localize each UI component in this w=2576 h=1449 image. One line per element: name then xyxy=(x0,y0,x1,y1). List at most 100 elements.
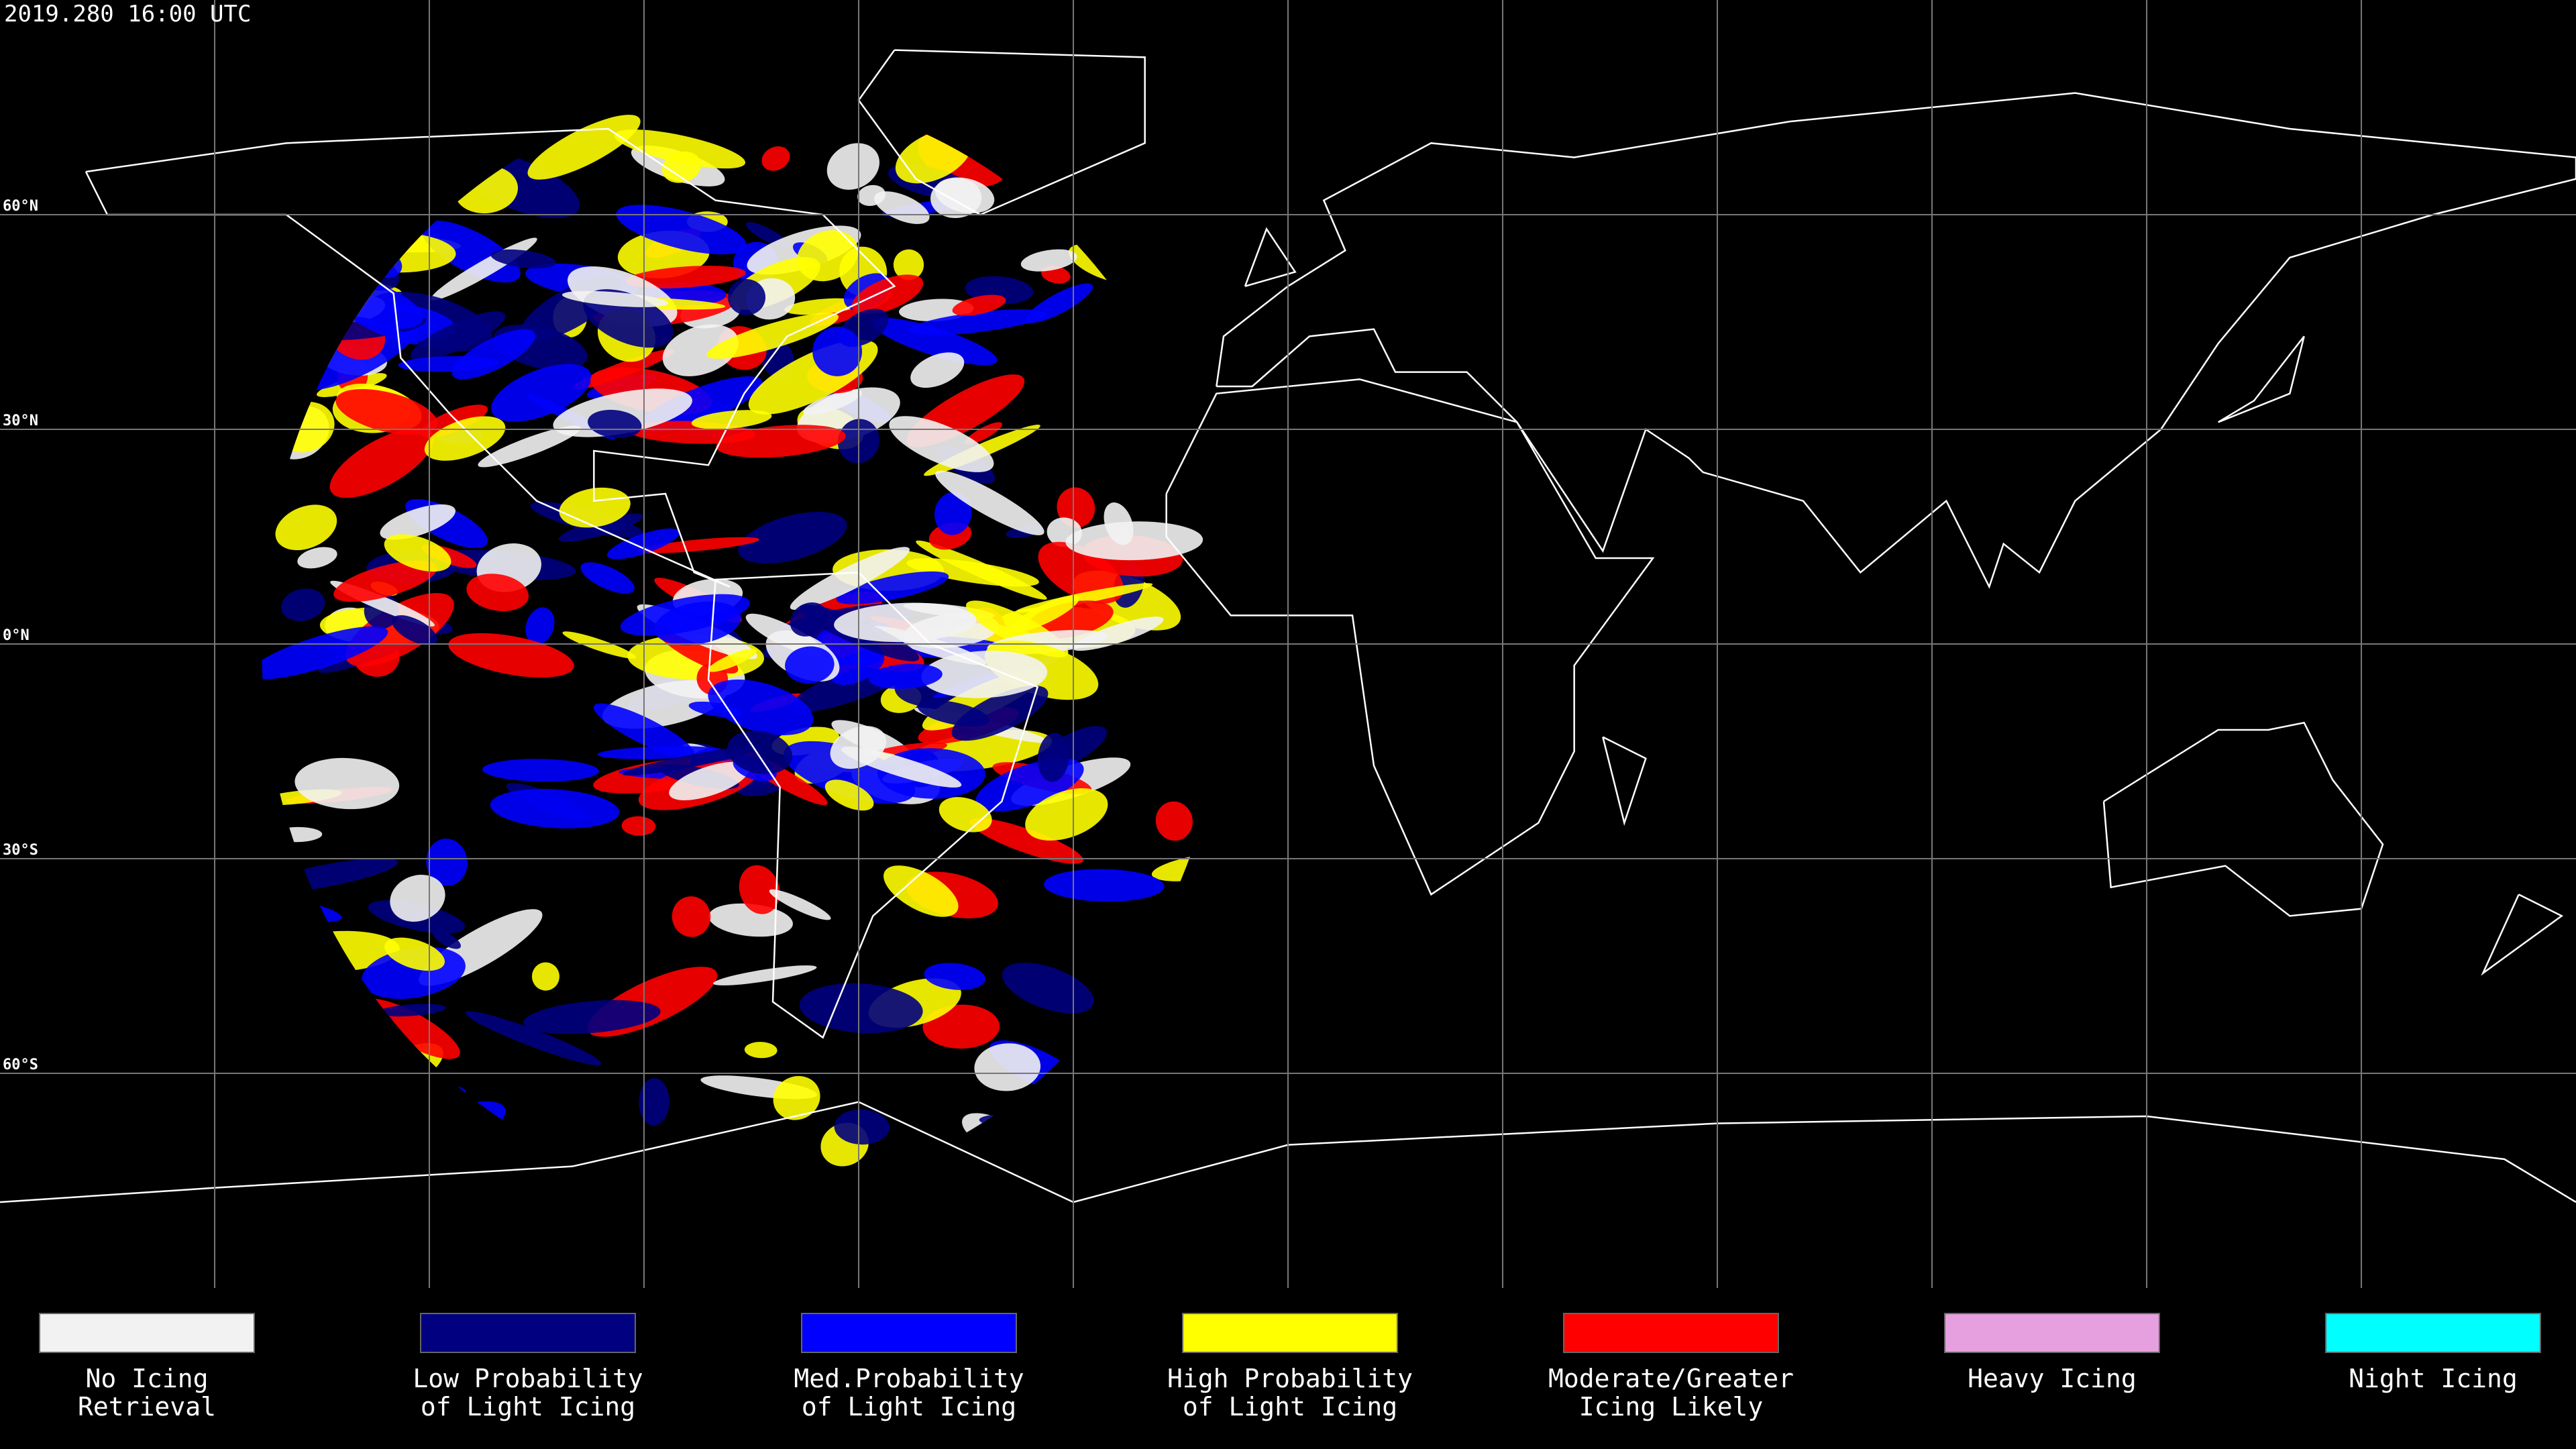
icing-patch xyxy=(708,649,757,672)
icing-patch xyxy=(426,839,468,886)
icing-patch xyxy=(614,129,746,169)
icing-patch xyxy=(744,1042,777,1059)
legend-label: of Light Icing xyxy=(802,1392,1016,1421)
icing-patch xyxy=(836,571,949,604)
icing-patch xyxy=(432,930,461,949)
icing-patch xyxy=(1155,801,1193,841)
icing-patch xyxy=(917,700,989,727)
icing-patch xyxy=(1038,541,1124,604)
icing-patch xyxy=(924,963,985,990)
icing-patch xyxy=(1065,521,1203,561)
icing-patch xyxy=(335,388,437,435)
icing-patch xyxy=(380,504,455,540)
icing-patch xyxy=(826,143,880,190)
coastline xyxy=(1165,378,1655,896)
icing-patch xyxy=(482,759,599,782)
icing-patch xyxy=(761,146,790,171)
icing-patch xyxy=(588,409,642,439)
icing-patch xyxy=(490,249,556,269)
icing-patch xyxy=(935,470,1044,535)
coastline xyxy=(2481,894,2564,976)
icing-patch xyxy=(669,761,749,800)
icing-patch xyxy=(466,574,529,612)
coastline xyxy=(1216,92,2576,589)
icing-patch xyxy=(662,324,739,376)
icing-patch xyxy=(874,191,930,224)
icing-patch xyxy=(769,889,831,920)
lat-label: 60°S xyxy=(3,1057,38,1073)
icing-patch xyxy=(275,504,337,551)
legend-label: Heavy Icing xyxy=(1968,1364,2137,1393)
icing-patch xyxy=(562,631,636,659)
coastline xyxy=(0,1101,2576,1203)
icing-patch xyxy=(688,701,742,718)
icing-patch xyxy=(281,588,325,621)
icing-patch xyxy=(908,309,1047,335)
lat-label: 60°N xyxy=(3,198,38,215)
legend-label: No Icing xyxy=(85,1364,208,1393)
icing-patch xyxy=(970,818,1083,864)
icing-patch xyxy=(620,594,750,636)
icing-patch xyxy=(785,646,835,684)
coastline xyxy=(707,572,1039,1039)
icing-patch xyxy=(558,513,643,542)
icing-patch xyxy=(857,184,886,206)
legend-label: Icing Likely xyxy=(1579,1392,1764,1421)
icing-patch xyxy=(333,560,437,602)
icing-patch xyxy=(639,1078,669,1126)
icing-patch xyxy=(661,151,702,183)
legend-swatch xyxy=(1563,1313,1779,1353)
icing-patch xyxy=(824,780,874,811)
icing-patch xyxy=(706,313,839,359)
legend-label: High Probability xyxy=(1167,1364,1413,1393)
icing-patch xyxy=(478,425,582,468)
legend-label: Med.Probability xyxy=(794,1364,1024,1393)
icing-patch xyxy=(354,317,419,345)
graticule xyxy=(0,0,2576,1288)
icing-patch xyxy=(889,416,994,472)
icing-patch xyxy=(965,422,1002,445)
icing-patch xyxy=(329,427,434,498)
icing-patch xyxy=(297,547,337,569)
icing-patch xyxy=(465,1011,602,1065)
coastline xyxy=(1602,736,1647,826)
icing-patch xyxy=(384,534,451,572)
coastline xyxy=(2218,335,2305,423)
icing-patch xyxy=(294,757,400,810)
lat-label: 30°N xyxy=(3,413,38,429)
icing-patch xyxy=(390,875,445,922)
icing-patch xyxy=(951,685,1049,741)
legend-label: of Light Icing xyxy=(421,1392,635,1421)
icing-patch xyxy=(773,1075,820,1120)
icing-patch xyxy=(727,279,766,315)
icing-patch xyxy=(797,230,859,282)
legend-swatch xyxy=(1944,1313,2160,1353)
coastline xyxy=(2102,721,2384,917)
icing-patch xyxy=(893,249,924,280)
coastline xyxy=(85,127,896,588)
legend-swatch xyxy=(39,1313,255,1353)
icing-patch xyxy=(1020,249,1077,272)
icing-patch xyxy=(491,364,592,422)
icing-patch xyxy=(952,294,1006,316)
icing-patch xyxy=(841,746,962,788)
icing-patch xyxy=(713,965,817,985)
icing-patch xyxy=(938,797,992,833)
icing-patch xyxy=(834,1109,890,1145)
icing-patch xyxy=(708,903,793,937)
icing-patch xyxy=(1104,502,1134,545)
icing-patch xyxy=(921,651,1048,698)
icing-patch xyxy=(262,626,388,680)
icing-patch xyxy=(738,512,847,564)
icing-patch xyxy=(910,352,965,388)
icing-patch xyxy=(561,290,669,307)
legend-label: Moderate/Greater xyxy=(1548,1364,1794,1393)
icing-patch xyxy=(974,1043,1041,1091)
lat-label: 30°S xyxy=(3,842,38,859)
icing-patch xyxy=(392,615,437,645)
icing-patch xyxy=(784,741,916,804)
legend-swatch xyxy=(801,1313,1017,1353)
icing-patch xyxy=(523,1000,661,1034)
